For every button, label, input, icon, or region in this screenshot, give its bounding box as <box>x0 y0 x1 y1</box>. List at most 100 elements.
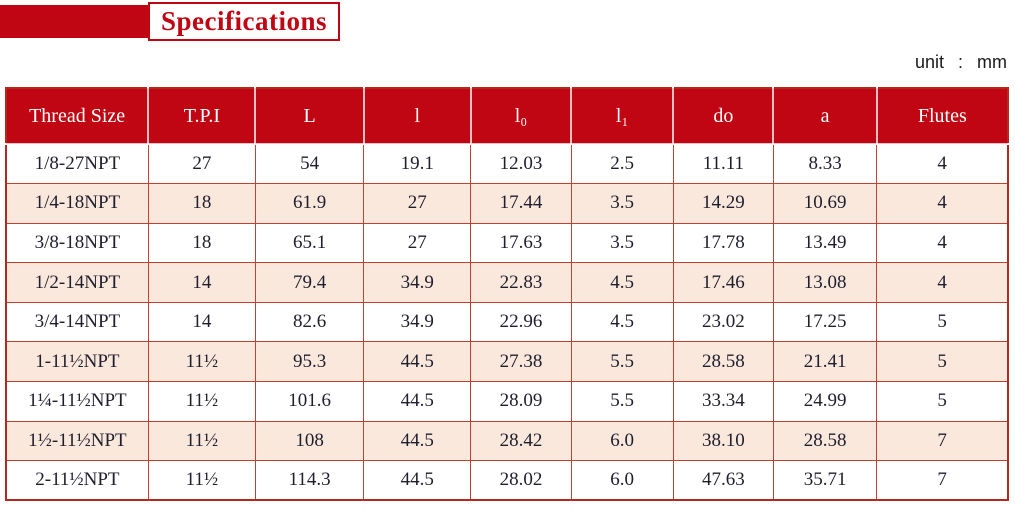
table-cell: 11½ <box>147 420 256 462</box>
table-cell: 17.44 <box>470 183 572 224</box>
table-row: 1/2-14NPT 14 79.4 34.9 22.83 4.5 17.46 13.08 4 <box>5 262 1009 303</box>
page-title-box: Specifications <box>148 2 340 41</box>
table-cell: 82.6 <box>254 301 365 343</box>
column-header-7: a <box>773 88 878 145</box>
table-row: 2-11½NPT 11½ 114.3 44.5 28.02 6.0 47.63 35.71 7 <box>5 460 1009 501</box>
table-cell: 5.5 <box>570 341 674 383</box>
table-cell: 11.11 <box>672 143 774 185</box>
table-cell: 17.46 <box>672 262 774 303</box>
table-cell: 44.5 <box>363 420 472 462</box>
column-header-1: T.P.I <box>148 88 257 145</box>
table-cell: 5.5 <box>570 381 674 422</box>
table-cell: 10.69 <box>772 183 878 224</box>
table-cell: 35.71 <box>772 460 878 501</box>
table-cell: 44.5 <box>363 341 472 383</box>
table-cell: 3/4-14NPT <box>5 301 149 343</box>
table-cell: 1/8-27NPT <box>5 143 149 185</box>
table-row: 3/4-14NPT 14 82.6 34.9 22.96 4.5 23.02 17.25 5 <box>5 301 1009 343</box>
table-cell: 21.41 <box>772 341 878 383</box>
table-cell: 5 <box>876 341 1009 383</box>
table-cell: 22.96 <box>470 301 572 343</box>
column-header-6: do <box>673 88 775 145</box>
table-cell: 17.63 <box>470 222 572 264</box>
table-cell: 1¼-11½NPT <box>5 381 149 422</box>
table-cell: 65.1 <box>254 222 365 264</box>
title-accent-bar <box>0 5 148 38</box>
table-cell: 28.09 <box>470 381 572 422</box>
table-cell: 19.1 <box>363 143 472 185</box>
table-cell: 1/4-18NPT <box>5 183 149 224</box>
table-cell: 61.9 <box>254 183 365 224</box>
table-cell: 27 <box>363 183 472 224</box>
table-cell: 17.25 <box>772 301 878 343</box>
table-cell: 38.10 <box>672 420 774 462</box>
table-cell: 27.38 <box>470 341 572 383</box>
table-cell: 18 <box>147 222 256 264</box>
table-cell: 17.78 <box>672 222 774 264</box>
table-cell: 11½ <box>147 460 256 501</box>
table-cell: 13.08 <box>772 262 878 303</box>
table-cell: 2-11½NPT <box>5 460 149 501</box>
column-header-3: l <box>363 88 472 145</box>
table-cell: 24.99 <box>772 381 878 422</box>
table-cell: 3.5 <box>570 222 674 264</box>
table-cell: 47.63 <box>672 460 774 501</box>
table-cell: 34.9 <box>363 262 472 303</box>
table-cell: 27 <box>363 222 472 264</box>
table-cell: 4 <box>876 262 1009 303</box>
table-cell: 79.4 <box>254 262 365 303</box>
column-header-5: l₁ <box>571 88 675 145</box>
table-cell: 54 <box>254 143 365 185</box>
unit-label: unit : mm <box>914 52 1007 72</box>
table-cell: 13.49 <box>772 222 878 264</box>
table-cell: 101.6 <box>254 381 365 422</box>
table-cell: 3.5 <box>570 183 674 224</box>
table-cell: 114.3 <box>254 460 365 501</box>
column-header-0: Thread Size <box>6 88 150 145</box>
column-header-2: L <box>255 88 365 145</box>
table-cell: 5 <box>876 381 1009 422</box>
table-cell: 7 <box>876 420 1009 462</box>
table-cell: 22.83 <box>470 262 572 303</box>
table-row: 3/8-18NPT 18 65.1 27 17.63 3.5 17.78 13.49 4 <box>5 222 1009 264</box>
table-row: 1-11½NPT 11½ 95.3 44.5 27.38 5.5 28.58 21.41 5 <box>5 341 1009 383</box>
table-cell: 14.29 <box>672 183 774 224</box>
table-row: 1/4-18NPT 18 61.9 27 17.44 3.5 14.29 10.69 4 <box>5 183 1009 224</box>
table-cell: 14 <box>147 301 256 343</box>
table-cell: 4 <box>876 222 1009 264</box>
table-cell: 12.03 <box>470 143 572 185</box>
page-title: Specifications <box>161 6 327 36</box>
table-cell: 2.5 <box>570 143 674 185</box>
table-cell: 8.33 <box>772 143 878 185</box>
table-cell: 11½ <box>147 341 256 383</box>
table-cell: 44.5 <box>363 460 472 501</box>
table-cell: 108 <box>254 420 365 462</box>
table-cell: 4 <box>876 183 1009 224</box>
table-cell: 4 <box>876 143 1009 185</box>
column-header-4: l₀ <box>470 88 573 145</box>
table-cell: 28.42 <box>470 420 572 462</box>
table-cell: 7 <box>876 460 1009 501</box>
table-cell: 3/8-18NPT <box>5 222 149 264</box>
table-row: 1/8-27NPT 27 54 19.1 12.03 2.5 11.11 8.33 4 <box>5 143 1009 185</box>
table-cell: 1½-11½NPT <box>5 420 149 462</box>
table-row: 1¼-11½NPT 11½ 101.6 44.5 28.09 5.5 33.34 24.99 5 <box>5 381 1009 422</box>
table-cell: 11½ <box>147 381 256 422</box>
table-cell: 28.58 <box>672 341 774 383</box>
table-cell: 6.0 <box>570 460 674 501</box>
table-body: 1/8-27NPT 27 54 19.1 12.03 2.5 11.11 8.33 4 1/4-1… <box>5 143 1009 501</box>
column-header-8: Flutes <box>876 88 1008 145</box>
table-cell: 34.9 <box>363 301 472 343</box>
table-cell: 23.02 <box>672 301 774 343</box>
table-cell: 1/2-14NPT <box>5 262 149 303</box>
table-cell: 4.5 <box>570 301 674 343</box>
table-cell: 27 <box>147 143 256 185</box>
table-cell: 5 <box>876 301 1009 343</box>
table-cell: 6.0 <box>570 420 674 462</box>
table-cell: 14 <box>147 262 256 303</box>
table-cell: 1-11½NPT <box>5 341 149 383</box>
table-cell: 18 <box>147 183 256 224</box>
